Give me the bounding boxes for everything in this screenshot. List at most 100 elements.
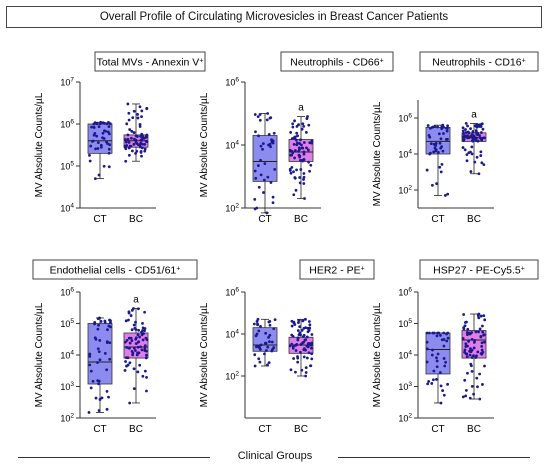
data-point	[463, 324, 467, 328]
data-point	[296, 355, 299, 358]
data-point	[474, 330, 478, 334]
data-point	[432, 150, 436, 154]
data-point	[107, 165, 111, 169]
data-point	[139, 149, 143, 153]
data-point	[145, 389, 148, 393]
data-point	[136, 113, 139, 116]
data-point	[479, 154, 483, 157]
panel-title-box	[419, 259, 539, 280]
data-point	[138, 125, 142, 128]
data-point	[436, 352, 440, 356]
panel-title-box	[32, 259, 198, 280]
data-point	[105, 389, 109, 393]
data-point	[425, 360, 429, 364]
panel-title-box	[299, 259, 375, 280]
data-point	[467, 340, 471, 343]
data-point	[477, 172, 481, 176]
y-tick-label: 103	[60, 381, 74, 392]
data-point	[302, 333, 306, 337]
data-point	[478, 397, 482, 401]
data-point	[435, 182, 439, 186]
data-point	[464, 122, 468, 125]
data-point	[128, 144, 132, 148]
data-point	[125, 338, 129, 342]
data-point	[465, 159, 469, 163]
panel-title-box	[94, 51, 206, 72]
data-point	[130, 129, 134, 133]
y-tick-exp: 2	[235, 371, 239, 378]
data-point	[310, 139, 314, 143]
data-point	[129, 136, 133, 140]
data-point	[468, 396, 472, 400]
data-point	[441, 149, 445, 153]
y-tick-base: 10	[60, 351, 70, 361]
y-tick-exp: 6	[235, 77, 239, 84]
data-point	[307, 320, 311, 323]
data-point	[303, 197, 306, 200]
panel-title-sup: +	[380, 57, 384, 64]
data-point	[134, 320, 137, 324]
data-point	[124, 319, 128, 323]
data-point	[482, 163, 486, 167]
data-point	[143, 149, 147, 153]
data-point	[266, 363, 269, 367]
data-point	[271, 201, 275, 205]
data-point	[462, 313, 466, 316]
y-axis-label: MV Absolute Counts/µL	[34, 92, 45, 197]
data-point	[304, 317, 307, 321]
data-point	[270, 349, 274, 353]
data-point	[141, 326, 145, 330]
data-point	[132, 131, 136, 134]
data-point	[97, 409, 101, 412]
data-point	[123, 340, 127, 344]
y-tick-exp: 4	[408, 350, 412, 357]
x-tick-label-ct: CT	[258, 214, 271, 225]
data-point	[96, 361, 99, 364]
data-point	[439, 384, 443, 388]
data-point	[465, 355, 469, 359]
y-tick-base: 10	[60, 319, 70, 329]
data-point	[268, 323, 272, 327]
data-point	[445, 339, 449, 343]
data-point	[93, 121, 97, 125]
data-point	[133, 137, 136, 141]
data-point	[431, 348, 434, 352]
data-point	[102, 137, 106, 140]
y-tick-base: 10	[225, 204, 235, 214]
data-point	[294, 188, 298, 192]
data-point	[461, 146, 465, 149]
data-point	[445, 332, 448, 336]
data-point	[301, 122, 305, 126]
data-point	[88, 354, 92, 358]
data-point	[309, 343, 313, 347]
y-tick-exp: 3	[70, 381, 74, 388]
y-axis-label: MV Absolute Counts/µL	[372, 302, 383, 407]
data-point	[464, 394, 468, 398]
panel-title-main: HSP27 - PE-Cy5.5	[433, 265, 521, 277]
data-point	[136, 370, 140, 374]
y-tick-base: 10	[398, 351, 408, 361]
y-tick-exp: 5	[70, 318, 74, 325]
y-tick-base: 10	[225, 330, 235, 340]
x-tick-label-bc: BC	[294, 424, 308, 435]
data-point	[467, 131, 471, 135]
data-point	[481, 127, 485, 131]
y-tick-exp: 6	[70, 119, 74, 126]
y-tick-base: 10	[398, 288, 408, 298]
data-point	[102, 164, 106, 168]
data-point	[301, 146, 305, 150]
data-point	[272, 327, 276, 331]
data-point	[443, 194, 447, 197]
data-point	[308, 326, 312, 330]
data-point	[296, 338, 300, 342]
data-point	[470, 145, 474, 149]
data-point	[89, 386, 93, 390]
data-point	[98, 339, 102, 342]
data-point	[136, 345, 140, 349]
data-point	[126, 133, 130, 137]
data-point	[261, 142, 265, 146]
y-tick-label: 104	[398, 149, 412, 160]
data-point	[123, 369, 127, 372]
data-point	[442, 125, 445, 129]
data-point	[463, 350, 467, 354]
